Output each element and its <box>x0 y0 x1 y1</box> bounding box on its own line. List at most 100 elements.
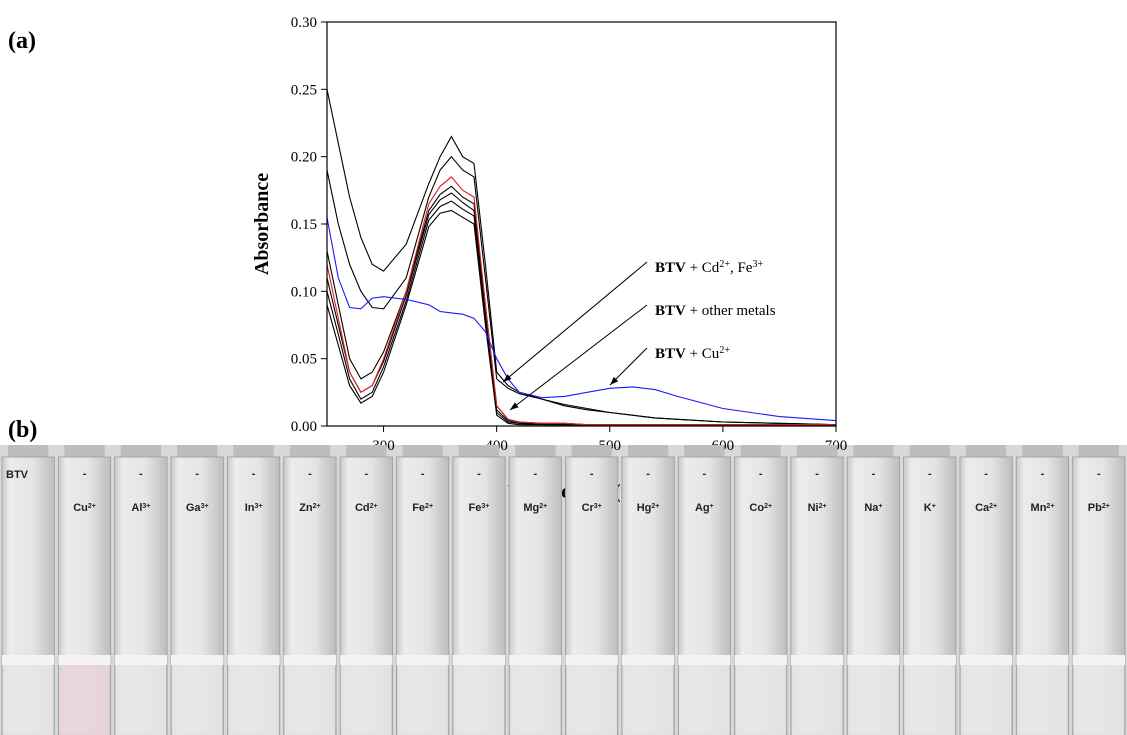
vial-label: Cd2+ <box>355 502 378 514</box>
vial-mark: - <box>252 468 256 480</box>
y-tick-label: 0.10 <box>291 284 317 300</box>
vial-ion: Ni <box>808 502 819 514</box>
vial-label: BTV <box>6 469 29 481</box>
vial-label: K+ <box>924 502 936 514</box>
vial-ion: Na <box>864 502 879 514</box>
vial-label: Mg2+ <box>523 502 547 514</box>
annotation-part: 2+ <box>719 345 730 356</box>
vial-band <box>678 655 731 665</box>
vial-liquid <box>735 665 786 735</box>
arrow-head <box>510 402 519 410</box>
vial-label: Hg2+ <box>637 502 660 514</box>
vial-charge: 3+ <box>481 503 489 510</box>
vial-ion: Zn <box>299 502 313 514</box>
vial-mark: - <box>83 468 87 480</box>
vial-charge: + <box>932 503 936 510</box>
annotation-part: BTV <box>655 260 686 276</box>
vial-mark: - <box>364 468 368 480</box>
vial-charge: 2+ <box>764 503 772 510</box>
vial-ion: In <box>245 502 255 514</box>
vial-charge: + <box>710 503 714 510</box>
vial-mark: - <box>646 468 650 480</box>
vial-ion: Cr <box>582 502 595 514</box>
vial-label: Fe3+ <box>469 502 490 514</box>
vial-cap <box>64 445 105 457</box>
vial-cap <box>853 445 894 457</box>
vial-charge: 2+ <box>425 503 433 510</box>
vial-mark: - <box>1041 468 1045 480</box>
vial-ion: Hg <box>637 502 652 514</box>
vial-charge: 2+ <box>819 503 827 510</box>
vial-liquid <box>341 665 392 735</box>
vial-band <box>114 655 168 665</box>
vial-cap <box>684 445 725 457</box>
vial-mark: - <box>703 468 707 480</box>
vial-ion: Ca <box>975 502 990 514</box>
vial-cap <box>402 445 443 457</box>
annotation: BTV + Cu2+ <box>655 345 730 363</box>
vial-label: Ag+ <box>695 502 714 514</box>
vial-liquid <box>284 665 336 735</box>
vial-ion: Ga <box>186 502 202 514</box>
vial-charge: 2+ <box>539 503 547 510</box>
vial-band <box>1016 655 1069 665</box>
vial-label: Ga3+ <box>186 502 209 514</box>
vial-liquid <box>172 665 223 735</box>
annotation-part: + Cd <box>686 260 720 276</box>
vial-liquid <box>228 665 279 735</box>
vial-cap <box>289 445 331 457</box>
vial-liquid <box>960 665 1012 735</box>
vial-band <box>340 655 393 665</box>
vial-charge: 2+ <box>651 503 659 510</box>
vial-band <box>847 655 900 665</box>
vial-cap <box>233 445 274 457</box>
vial-charge: 2+ <box>370 503 378 510</box>
arrow-head <box>503 374 512 382</box>
annotation-part: + other metals <box>686 303 776 319</box>
vial-label: In3+ <box>245 502 263 514</box>
vial-charge: 3+ <box>254 503 262 510</box>
vial-mark: - <box>477 468 481 480</box>
vial-label: Mn2+ <box>1031 502 1055 514</box>
y-tick-label: 0.30 <box>291 15 317 31</box>
vial-band <box>227 655 280 665</box>
annotation: BTV + other metals <box>655 303 776 319</box>
vial-band <box>2 655 55 665</box>
y-axis-label: Absorbance <box>251 173 273 275</box>
vial-cap <box>627 445 669 457</box>
vial-mark: - <box>533 468 537 480</box>
vial-band <box>452 655 506 665</box>
annotation-part: BTV <box>655 346 686 362</box>
vial-liquid <box>566 665 617 735</box>
vial-mark: - <box>308 468 312 480</box>
vial-mark: - <box>815 468 819 480</box>
annotation-part: , Fe <box>730 260 753 276</box>
vial-band <box>171 655 224 665</box>
vial-charge: 3+ <box>142 503 150 510</box>
vial-charge: 2+ <box>1102 503 1110 510</box>
vial-ion: Mg <box>523 502 539 514</box>
panel-label: (b) <box>8 417 37 443</box>
vial-ion: Mn <box>1031 502 1047 514</box>
vial-label: Ca2+ <box>975 502 997 514</box>
annotation-arrow <box>609 347 648 386</box>
vial-band <box>396 655 449 665</box>
y-tick-label: 0.05 <box>291 352 317 368</box>
y-tick-label: 0.25 <box>291 82 317 98</box>
vial-band <box>621 655 675 665</box>
arrow-head <box>610 376 619 385</box>
vial-cap <box>796 445 838 457</box>
vial-charge: 2+ <box>313 503 321 510</box>
vial-label: Al3+ <box>131 502 150 514</box>
vial-cap <box>909 445 950 457</box>
vial-band <box>509 655 562 665</box>
vial-band <box>790 655 844 665</box>
vial-cap <box>8 445 49 457</box>
y-tick-label: 0.15 <box>291 217 317 233</box>
vial-cap <box>346 445 387 457</box>
series-line <box>326 89 837 426</box>
vial-band <box>734 655 787 665</box>
vial-liquid <box>397 665 448 735</box>
annotation-arrow <box>509 304 648 411</box>
vial-ion: Cd <box>355 502 370 514</box>
